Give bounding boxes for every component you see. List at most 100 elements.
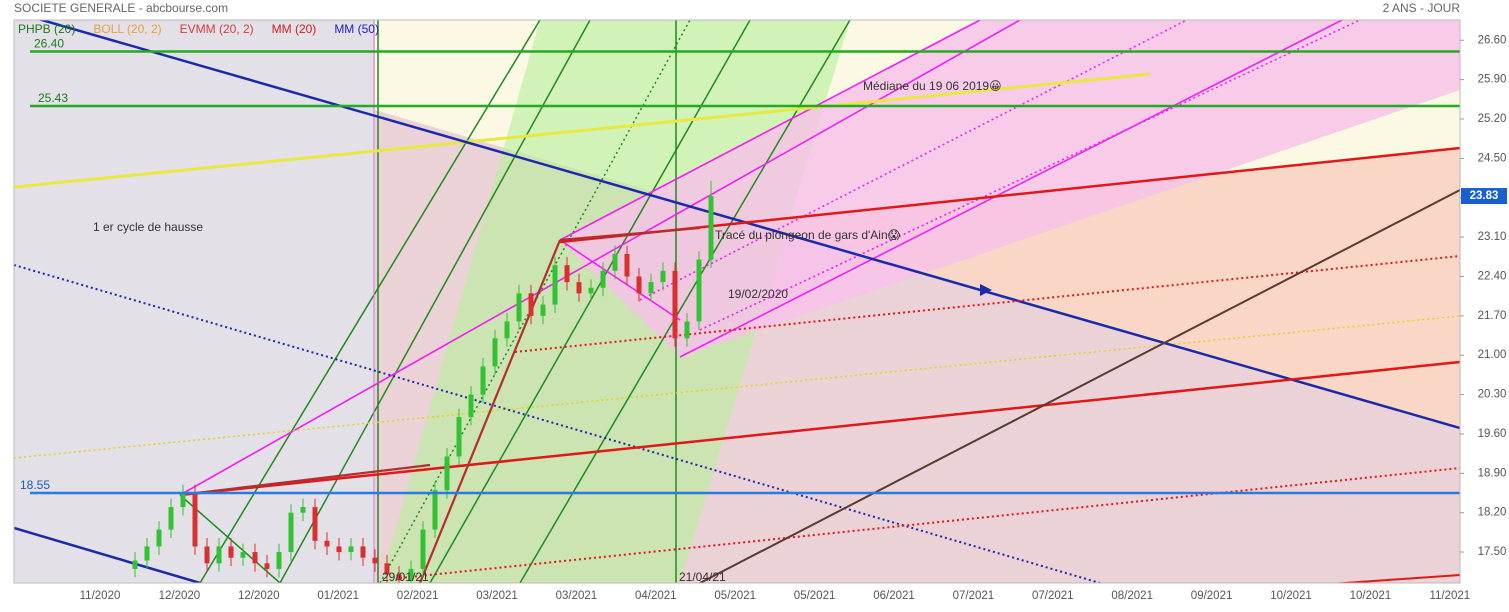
candle-body [468, 394, 474, 418]
x-tick-label: 04/2021 [635, 590, 677, 602]
legend-entry: PHPB (20) [18, 22, 75, 36]
level-label: 26.40 [34, 37, 64, 51]
candle-body [564, 265, 570, 283]
chart-subtitle: 2 ANS - JOUR [1383, 1, 1461, 15]
y-tick-label: 24.50 [1478, 152, 1507, 164]
candle-body [240, 552, 246, 558]
candle-body [360, 546, 366, 558]
candle-body [576, 282, 582, 294]
candle-body [492, 338, 498, 367]
blue-dotted [14, 264, 1101, 583]
brown-triangle [179, 226, 701, 583]
level-label: 25.43 [38, 91, 68, 105]
level-label: 18.55 [20, 478, 50, 492]
candle-body [672, 270, 678, 339]
x-tick-label: 05/2021 [794, 590, 836, 602]
brown-line [699, 189, 1460, 583]
candle-body [648, 282, 654, 294]
candle-body [612, 253, 618, 271]
candle-body [528, 293, 534, 316]
x-tick-label: 01/2021 [317, 590, 359, 602]
y-tick-label: 23.10 [1478, 231, 1507, 243]
candle-body [180, 493, 186, 508]
legend-entry: MM (20) [272, 22, 317, 36]
annotation: Tracé du plongeon de gars d'Ain😱 [715, 228, 901, 242]
candle-body [456, 417, 462, 457]
candle-body [336, 546, 342, 553]
candle-body [276, 552, 282, 569]
candle-body [156, 529, 162, 547]
x-tick-label: 03/2021 [556, 590, 598, 602]
x-tick-label: 07/2021 [1032, 590, 1074, 602]
plot-frame [13, 19, 1461, 584]
blue-lower [14, 526, 201, 583]
x-tick-label: 12/2020 [238, 590, 280, 602]
legend-entry: EVMM (20, 2) [180, 22, 254, 36]
annotation: Médiane du 19 06 2019😀 [863, 79, 1002, 93]
x-tick-label: 07/2021 [953, 590, 995, 602]
candle-body [264, 563, 270, 569]
candle-body [300, 507, 306, 513]
levels [30, 50, 1460, 495]
candle-body [516, 293, 522, 322]
y-tick-label: 21.00 [1478, 349, 1507, 361]
x-tick-label: 02/2021 [397, 590, 439, 602]
y-tick-label: 26.60 [1478, 34, 1507, 46]
candle-body [432, 490, 438, 530]
candle-body [312, 507, 318, 541]
candle-body [384, 563, 390, 575]
x-tick-label: 12/2020 [159, 590, 201, 602]
chart-title: SOCIETE GENERALE - abcbourse.com [14, 1, 228, 15]
candle-body [552, 265, 558, 305]
candle-body [408, 568, 414, 581]
last-price-label: 23.83 [1470, 190, 1499, 202]
candle-body [324, 540, 330, 547]
x-tick-label: 11/2020 [80, 590, 121, 602]
y-tick-label: 20.30 [1478, 389, 1507, 401]
y-tick-label: 19.60 [1478, 428, 1507, 440]
candle-body [132, 560, 138, 569]
y-tick-label: 18.90 [1478, 467, 1507, 479]
candle-body [348, 546, 354, 553]
annotation: 21/04/21 [679, 570, 726, 584]
last-price-tag [1461, 188, 1507, 205]
arrow-head [980, 284, 992, 296]
candle-body [288, 512, 294, 553]
drawings [14, 20, 1460, 583]
x-tick-label: 09/2021 [1191, 590, 1233, 602]
y-tick-label: 21.70 [1478, 310, 1507, 322]
candle-body [204, 546, 210, 564]
candle-body [228, 546, 234, 558]
y-tick-label: 25.20 [1478, 113, 1507, 125]
y-tick-label: 25.90 [1478, 74, 1507, 86]
x-tick-label: 03/2021 [476, 590, 518, 602]
annotation: 29/01/21 [382, 570, 429, 584]
x-tick-label: 10/2021 [1350, 590, 1392, 602]
x-tick-label: 11/2021 [1429, 590, 1470, 602]
candle-body [396, 574, 402, 581]
candle-body [708, 196, 714, 260]
candle-body [624, 253, 630, 277]
x-tick-label: 10/2021 [1270, 590, 1312, 602]
candle-body [696, 259, 702, 322]
candle-body [372, 557, 378, 564]
candle-body [480, 366, 486, 395]
candle-body [420, 529, 426, 569]
candle-body [252, 552, 258, 564]
candle-body [600, 270, 606, 288]
candle-body [216, 546, 222, 564]
candle-body [504, 321, 510, 339]
candle-body [144, 546, 150, 561]
annotation: 19/02/2020 [728, 287, 788, 301]
candle-body [636, 276, 642, 294]
y-tick-label: 18.20 [1478, 507, 1507, 519]
candle-body [588, 287, 594, 294]
yellow-dotted [14, 315, 1460, 459]
x-tick-label: 08/2021 [1111, 590, 1153, 602]
candle-body [168, 507, 174, 530]
candle-body [540, 304, 546, 316]
x-tick-label: 06/2021 [873, 590, 915, 602]
candle-body [444, 456, 450, 491]
x-tick-label: 05/2021 [714, 590, 756, 602]
